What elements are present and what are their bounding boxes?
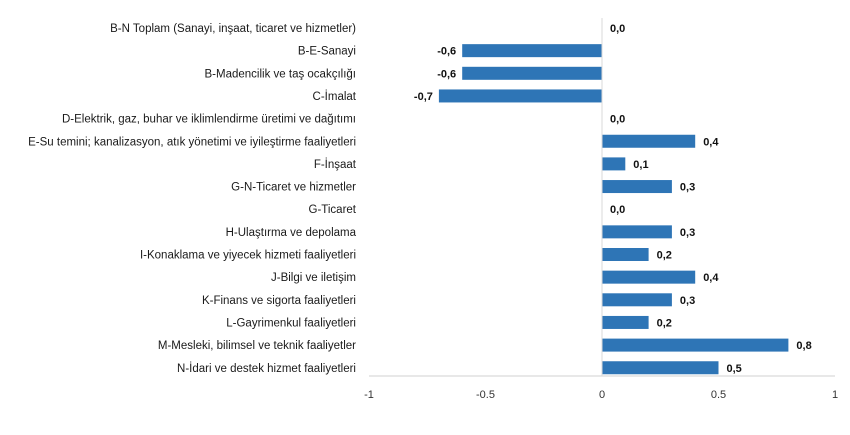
value-label: 0,8	[796, 340, 811, 352]
bar	[462, 66, 602, 80]
category-label: E-Su temini; kanalizasyon, atık yönetimi…	[28, 136, 356, 148]
bar	[438, 89, 602, 103]
category-labels: B-N Toplam (Sanayi, inşaat, ticaret ve h…	[28, 23, 357, 375]
bar	[602, 225, 672, 239]
value-label: 0,5	[727, 363, 742, 375]
category-label: D-Elektrik, gaz, buhar ve iklimlendirme …	[62, 114, 356, 126]
bar	[602, 315, 649, 329]
bar	[462, 44, 602, 58]
bar	[602, 270, 696, 284]
category-label: J-Bilgi ve iletişim	[271, 272, 356, 284]
value-labels: 0,0 -0,6 -0,6 -0,7 0,0 0,4 0,1 0,3 0,0 0,3 0,2 0,4 0…	[414, 23, 812, 375]
value-label: 0,0	[610, 23, 625, 35]
category-label: M-Mesleki, bilimsel ve teknik faaliyetle…	[158, 340, 356, 352]
x-tick-label: 0	[599, 389, 605, 401]
category-label: H-Ulaştırma ve depolama	[226, 227, 357, 239]
category-label: B-N Toplam (Sanayi, inşaat, ticaret ve h…	[110, 23, 356, 35]
x-tick-label: -1	[364, 389, 374, 401]
category-label: F-İnşaat	[314, 158, 357, 171]
bar	[602, 134, 696, 148]
category-label: G-N-Ticaret ve hizmetler	[231, 182, 356, 194]
category-label: C-İmalat	[313, 90, 357, 103]
category-label: I-Konaklama ve yiyecek hizmeti faaliyetl…	[140, 250, 356, 262]
value-label: -0,6	[437, 68, 456, 80]
bar	[602, 293, 672, 307]
x-tick-label: 0.5	[711, 389, 726, 401]
category-label: G-Ticaret	[309, 204, 357, 216]
value-label: 0,1	[633, 159, 648, 171]
bar	[602, 361, 719, 375]
value-label: 0,3	[680, 295, 695, 307]
bar	[602, 338, 789, 352]
value-label: 0,2	[657, 250, 672, 262]
value-label: -0,6	[437, 46, 456, 58]
value-label: 0,3	[680, 227, 695, 239]
category-label: N-İdari ve destek hizmet faaliyetleri	[177, 362, 356, 375]
category-label: B-Madencilik ve taş ocakçılığı	[205, 68, 356, 80]
value-label: 0,4	[703, 272, 719, 284]
x-tick-label: 1	[832, 389, 838, 401]
bar	[602, 248, 649, 261]
value-label: 0,0	[610, 114, 625, 126]
value-label: -0,7	[414, 91, 433, 103]
category-label: L-Gayrimenkul faaliyetleri	[226, 317, 356, 329]
value-label: 0,2	[657, 317, 672, 329]
bar	[602, 157, 626, 171]
x-axis: -1 -0.5 0 0.5 1	[364, 18, 838, 401]
x-tick-label: -0.5	[476, 389, 495, 401]
value-label: 0,3	[680, 182, 695, 194]
category-label: K-Finans ve sigorta faaliyetleri	[202, 295, 356, 307]
value-label: 0,4	[703, 136, 719, 148]
bars-group	[438, 44, 789, 375]
bar	[602, 180, 672, 194]
category-label: B-E-Sanayi	[298, 46, 356, 58]
value-label: 0,0	[610, 204, 625, 216]
